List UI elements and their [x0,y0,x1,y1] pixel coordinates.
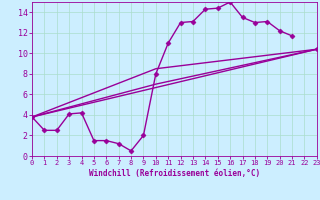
X-axis label: Windchill (Refroidissement éolien,°C): Windchill (Refroidissement éolien,°C) [89,169,260,178]
